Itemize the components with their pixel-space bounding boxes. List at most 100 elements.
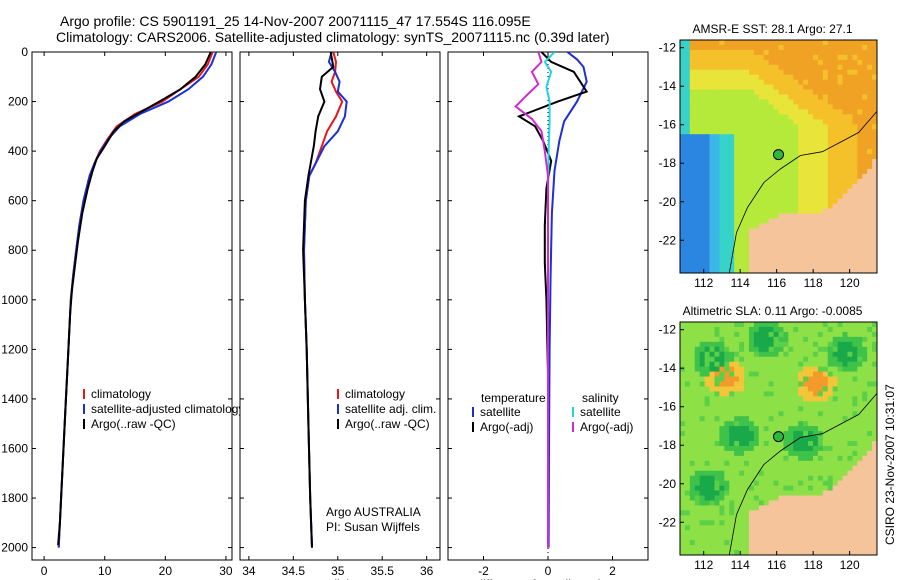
sst-map-cell [684,44,691,51]
sla-map-cell [689,386,696,392]
sst-map-cell [694,218,701,224]
sst-map-cell [773,89,779,95]
sla-map-cell [778,351,784,358]
sst-map-cell [709,134,715,140]
sst-map-cell [724,253,730,259]
sst-map-cell [783,163,789,170]
sst-map-cell [714,119,720,125]
sst-map-cell [719,40,725,46]
sla-map-cell [842,391,848,397]
sla-map-cell [763,336,770,343]
sst-map-cell [852,258,858,264]
sst-map-cell [837,54,843,61]
sst-map-cell [783,268,789,273]
sst-map-cell [768,208,774,214]
sst-map-cell [744,198,750,204]
sla-map-cell [862,545,868,551]
sst-map-cell [684,154,691,160]
sst-map-cell [768,109,774,115]
sla-map-cell [832,356,838,363]
sst-map-cell [812,129,819,135]
sst-map-cell [744,188,750,195]
sst-map-cell [842,248,848,254]
sla-map-cell [827,480,834,486]
sst-map-cell [822,74,829,81]
sst-map-cell [783,158,789,165]
sst-map-cell [842,238,848,244]
sla-map-cell [798,515,804,521]
sst-map-cell [808,163,814,170]
sst-map-cell [798,248,804,254]
sst-map-cell [872,104,877,110]
sst-map-cell [699,268,706,273]
sla-map-cell [857,545,863,551]
sla-map-cell [812,530,819,536]
sst-map-cell [739,129,745,135]
sst-map-cell [803,198,809,204]
sst-map-cell [744,134,750,140]
sst-map-cell [793,109,799,115]
sst-map-cell [729,49,735,56]
sla-map-cell [822,336,829,343]
sst-map-cell [788,129,794,135]
sla-map-cell [724,396,730,402]
sla-map-cell [689,426,696,432]
sst-map-cell [768,253,774,259]
sst-map-cell [773,79,779,86]
sla-map-cell [773,520,779,526]
sla-map-cell [862,500,868,506]
sla-map-cell [857,530,863,536]
sst-map-cell [822,168,829,175]
sla-map-cell [689,331,696,338]
sla-map-cell [753,495,760,501]
sla-map-cell [724,490,730,496]
sst-map-cell [694,263,701,269]
sst-map-cell [714,228,720,234]
sst-map-cell [748,89,755,95]
sst-map-cell [847,173,853,180]
sst-map-cell [808,59,814,66]
sst-map-cell [763,104,770,110]
sla-map-cell [778,470,784,477]
sla-map-cell [689,431,696,437]
sst-map-cell [709,69,715,76]
sla-map-cell [842,450,848,457]
sst-map-cell [788,49,794,56]
sst-map-cell [694,168,701,175]
sla-map-cell [714,431,720,437]
sst-map-cell [709,44,715,51]
sla-map-cell [704,326,710,333]
sst-map-cell [837,44,843,51]
sla-map-cell [852,530,858,536]
sst-map-cell [768,149,774,155]
sst-map-cell [724,119,730,125]
sst-map-cell [719,208,725,214]
sst-map-cell [862,213,868,219]
sla-map-cell [694,550,701,555]
sst-map-cell [758,203,765,209]
sst-map-cell [719,109,725,115]
sst-map-cell [847,89,853,95]
sla-map-cell [778,416,784,422]
sla-map-cell [748,391,755,397]
sst-map-cell [689,188,696,195]
credit-text: CSIRO 23-Nov-2007 10:31:07 [883,384,897,545]
sst-map-cell [812,158,819,165]
sla-map-cell [847,520,853,526]
sst-map-cell [798,59,804,66]
sst-map-cell [803,173,809,180]
sla-map-cell [709,406,715,412]
sla-map-cell [758,326,765,333]
sst-map-cell [867,149,873,155]
sla-map-cell [744,455,750,462]
sla-map-cell [684,535,691,541]
sst-map-cell [867,40,873,46]
sla-map-cell [842,346,848,353]
sst-map-cell [704,238,710,244]
sst-map-cell [847,183,853,190]
sla-map-cell [758,401,765,407]
sla-map-cell [734,500,740,506]
sst-map-cell [773,94,779,100]
sst-map-cell [719,248,725,254]
sla-map-cell [852,421,858,427]
